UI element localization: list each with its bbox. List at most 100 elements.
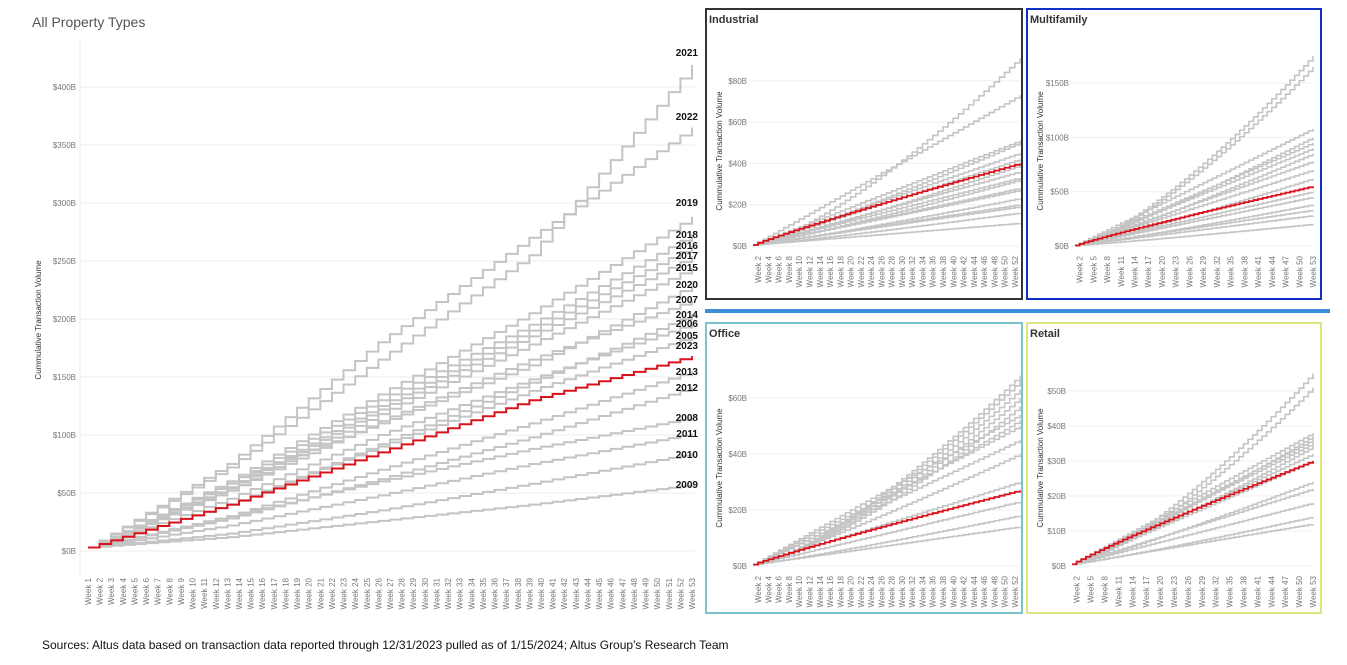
industrial-history-line <box>753 206 1021 246</box>
multifamily-x-tick-label: Week 11 <box>1117 255 1126 286</box>
industrial-x-tick-label: Week 50 <box>1001 255 1010 287</box>
x-tick-label: Week 6 <box>142 577 151 605</box>
y-tick-label: $350B <box>53 141 76 150</box>
office-x-tick-label: Week 50 <box>1001 575 1010 607</box>
x-tick-label: Week 45 <box>595 577 604 609</box>
multifamily-x-tick-label: Week 50 <box>1295 255 1304 287</box>
office-x-tick-label: Week 22 <box>857 575 866 607</box>
multifamily-history-line <box>1075 223 1314 247</box>
retail-x-tick-label: Week 38 <box>1239 575 1248 607</box>
x-tick-label: Week 26 <box>374 577 383 609</box>
office-x-tick-label: Week 16 <box>826 575 835 607</box>
multifamily-history-line <box>1075 128 1314 247</box>
series-label-2015: 2015 <box>676 263 699 274</box>
multifamily-x-tick-label: Week 8 <box>1103 255 1112 283</box>
multifamily-x-tick-label: Week 32 <box>1213 255 1222 287</box>
retail-x-tick-label: Week 14 <box>1128 575 1137 607</box>
x-tick-label: Week 20 <box>305 577 314 609</box>
retail-panel-title: Retail <box>1030 328 1060 340</box>
office-x-tick-label: Week 18 <box>836 575 845 607</box>
retail-x-tick-label: Week 50 <box>1295 575 1304 607</box>
x-tick-label: Week 4 <box>119 577 128 605</box>
industrial-x-tick-label: Week 40 <box>949 255 958 287</box>
office-x-tick-label: Week 14 <box>816 575 825 607</box>
x-tick-label: Week 13 <box>223 577 232 609</box>
x-tick-label: Week 12 <box>212 577 221 609</box>
x-tick-label: Week 29 <box>409 577 418 609</box>
multifamily-x-tick-label: Week 44 <box>1268 255 1277 287</box>
retail-x-tick-label: Week 17 <box>1142 575 1151 607</box>
x-tick-label: Week 1 <box>84 577 93 605</box>
retail-panel-border <box>1026 322 1322 614</box>
office-y-axis-title: Cummulative Transaction Volume <box>715 408 724 528</box>
x-tick-label: Week 5 <box>130 577 139 605</box>
office-x-tick-label: Week 28 <box>888 575 897 607</box>
series-label-2016: 2016 <box>676 241 699 252</box>
industrial-y-tick-label: $80B <box>728 77 747 86</box>
x-tick-label: Week 50 <box>653 577 662 609</box>
x-tick-label: Week 43 <box>572 577 581 609</box>
main-chart-title: All Property Types <box>32 14 146 30</box>
y-tick-label: $200B <box>53 315 76 324</box>
y-axis-title: Cummulative Transaction Volume <box>34 260 43 380</box>
office-x-tick-label: Week 2 <box>754 575 763 603</box>
industrial-y-axis-title: Cummulative Transaction Volume <box>715 91 724 211</box>
industrial-y-tick-label: $60B <box>728 118 747 127</box>
office-x-tick-label: Week 8 <box>785 575 794 603</box>
retail-history-line <box>1072 373 1314 566</box>
industrial-x-tick-label: Week 18 <box>836 255 845 287</box>
industrial-x-tick-label: Week 42 <box>960 255 969 287</box>
x-tick-label: Week 3 <box>107 577 116 605</box>
x-tick-label: Week 44 <box>583 577 592 609</box>
multifamily-x-tick-label: Week 2 <box>1076 255 1085 283</box>
industrial-x-tick-label: Week 34 <box>918 255 927 287</box>
multifamily-history-line <box>1075 197 1314 247</box>
retail-x-tick-label: Week 44 <box>1267 575 1276 607</box>
multifamily-history-line <box>1075 215 1314 247</box>
multifamily-y-axis-title: Cummulative Transaction Volume <box>1036 91 1045 211</box>
x-tick-label: Week 11 <box>200 577 209 608</box>
retail-x-tick-label: Week 23 <box>1170 575 1179 607</box>
retail-x-tick-label: Week 5 <box>1087 575 1096 603</box>
retail-y-tick-label: $0B <box>1052 562 1066 571</box>
series-label-2022: 2022 <box>676 112 699 123</box>
retail-y-axis-title: Cummulative Transaction Volume <box>1036 408 1045 528</box>
industrial-history-line <box>753 95 1021 246</box>
retail-y-tick-label: $50B <box>1047 387 1066 396</box>
multifamily-x-tick-label: Week 26 <box>1185 255 1194 287</box>
industrial-x-tick-label: Week 48 <box>990 255 999 287</box>
x-tick-label: Week 22 <box>328 577 337 609</box>
retail-x-tick-label: Week 53 <box>1309 575 1318 607</box>
multifamily-y-tick-label: $0B <box>1055 242 1069 251</box>
office-history-line <box>753 526 1021 566</box>
series-label-2006: 2006 <box>676 319 699 330</box>
x-tick-label: Week 37 <box>502 577 511 609</box>
x-tick-label: Week 48 <box>630 577 639 609</box>
x-tick-label: Week 15 <box>247 577 256 609</box>
retail-history-line <box>1072 517 1314 566</box>
series-line-2005 <box>88 336 693 549</box>
multifamily-x-tick-label: Week 29 <box>1199 255 1208 287</box>
y-tick-label: $0B <box>62 547 76 556</box>
industrial-x-tick-label: Week 8 <box>785 255 794 283</box>
industrial-y-tick-label: $40B <box>728 159 747 168</box>
retail-x-tick-label: Week 35 <box>1226 575 1235 607</box>
industrial-x-tick-label: Week 38 <box>939 255 948 287</box>
office-x-tick-label: Week 52 <box>1011 575 1020 607</box>
industrial-x-tick-label: Week 52 <box>1011 255 1020 287</box>
retail-y-tick-label: $30B <box>1047 457 1066 466</box>
industrial-history-line <box>753 177 1021 246</box>
multifamily-x-tick-label: Week 53 <box>1309 255 1318 287</box>
x-tick-label: Week 23 <box>340 577 349 609</box>
retail-history-line <box>1072 489 1314 566</box>
industrial-x-tick-label: Week 16 <box>826 255 835 287</box>
industrial-panel-title: Industrial <box>709 14 759 26</box>
office-y-tick-label: $40B <box>728 450 747 459</box>
series-label-2019: 2019 <box>676 198 699 209</box>
x-tick-label: Week 21 <box>316 577 325 609</box>
industrial-x-tick-label: Week 28 <box>888 255 897 287</box>
office-x-tick-label: Week 48 <box>990 575 999 607</box>
industrial-y-tick-label: $0B <box>733 242 747 251</box>
retail-series-line-2023 <box>1072 461 1314 566</box>
